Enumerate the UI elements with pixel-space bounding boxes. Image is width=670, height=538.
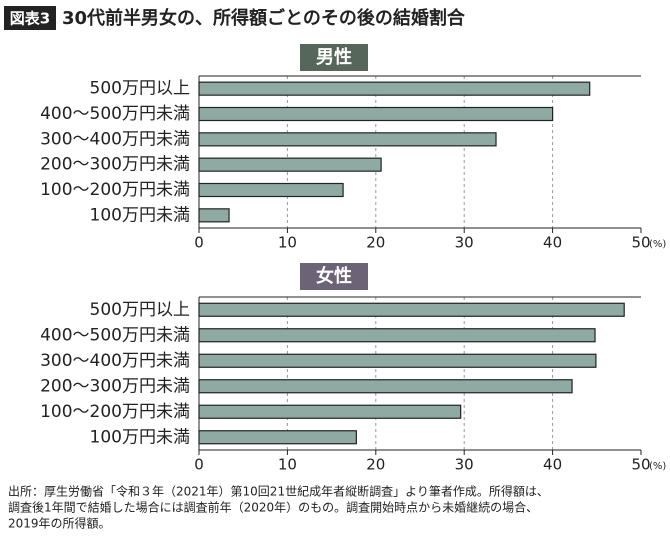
x-tick-label: 50 <box>631 456 650 474</box>
x-unit: (%) <box>649 461 666 472</box>
bar <box>198 182 344 198</box>
x-tick-label: 0 <box>194 456 204 474</box>
bar <box>198 157 382 172</box>
y-tick-label: 100万円未満 <box>90 427 190 447</box>
bar <box>198 379 573 394</box>
x-tick-label: 10 <box>278 456 297 474</box>
y-tick-label: 100万円未満 <box>90 205 190 225</box>
panel-title: 女性 <box>316 265 352 287</box>
x-tick-label: 30 <box>455 456 474 474</box>
y-tick-label: 500万円以上 <box>90 300 190 320</box>
x-tick-label: 20 <box>366 456 385 474</box>
bar <box>198 430 357 445</box>
x-tick-label: 40 <box>543 456 562 474</box>
y-tick-label: 300～400万円未満 <box>40 129 190 149</box>
x-tick-label: 20 <box>366 234 385 252</box>
bar <box>198 353 597 368</box>
x-tick-label: 30 <box>455 234 474 252</box>
y-tick-label: 300～400万円未満 <box>40 351 190 371</box>
bar <box>198 404 462 419</box>
badge-bg <box>4 6 56 30</box>
badge: 図表3 <box>10 10 50 28</box>
bar <box>198 328 596 343</box>
source-line: 2019年の所得額。 <box>8 516 111 531</box>
source-line: 調査後1年間で結婚した場合には調査前年（2020年）のもの。調査開始時点から未婚… <box>8 500 538 515</box>
panel-title-bg <box>300 44 368 71</box>
source-line: 出所：厚生労働省「令和３年（2021年）第10回21世紀成年者縦断調査」より筆者… <box>8 484 549 499</box>
x-tick-label: 40 <box>543 234 562 252</box>
bar <box>198 302 625 317</box>
x-tick-label: 50 <box>631 234 650 252</box>
x-unit: (%) <box>649 239 666 250</box>
y-tick-label: 400～500万円未満 <box>40 104 190 124</box>
panel-title-bg <box>300 263 368 290</box>
bar <box>198 81 591 96</box>
bar <box>198 208 230 223</box>
bar <box>198 132 497 147</box>
y-tick-label: 200～300万円未満 <box>40 376 190 396</box>
x-tick-label: 0 <box>194 234 204 252</box>
bar <box>198 106 554 122</box>
y-tick-label: 500万円以上 <box>90 79 190 99</box>
y-tick-label: 100～200万円未満 <box>40 402 190 422</box>
page-title: 30代前半男女の、所得額ごとのその後の結婚割合 <box>62 7 466 29</box>
y-tick-label: 200～300万円未満 <box>40 155 190 175</box>
y-tick-label: 400～500万円未満 <box>40 325 190 345</box>
panel-title: 男性 <box>316 46 352 68</box>
x-tick-label: 10 <box>278 234 297 252</box>
y-tick-label: 100～200万円未満 <box>40 180 190 200</box>
